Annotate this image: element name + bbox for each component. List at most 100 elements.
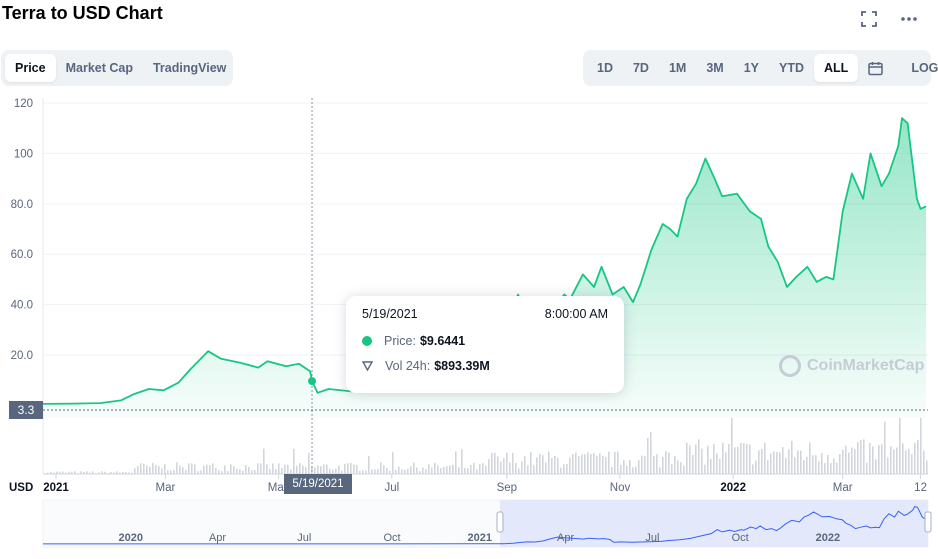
volume-bar [134, 468, 136, 474]
volume-bar [734, 447, 736, 474]
volume-bar [554, 456, 556, 474]
current-price-tag: 3.3 [9, 401, 43, 419]
volume-bar [443, 466, 445, 474]
volume-bar [212, 463, 214, 474]
volume-bar [314, 467, 316, 474]
volume-bar [593, 453, 595, 474]
volume-bar [50, 471, 52, 474]
volume-bar [749, 444, 751, 474]
volume-bar [800, 450, 802, 474]
volume-bar [296, 465, 298, 474]
more-options-icon[interactable] [898, 8, 920, 30]
range-7d[interactable]: 7D [632, 61, 649, 75]
volume-bar [179, 465, 181, 474]
calendar-icon[interactable] [858, 54, 893, 82]
x-tick-label: Nov [610, 482, 631, 494]
volume-bar [581, 454, 583, 474]
volume-bar [725, 452, 727, 474]
volume-bar [377, 469, 379, 474]
volume-bar [434, 462, 436, 474]
volume-bar [689, 445, 691, 474]
volume-bar [158, 466, 160, 474]
volume-bar [869, 442, 871, 474]
volume-bar [86, 471, 88, 474]
tab-market-cap[interactable]: Market Cap [65, 61, 133, 75]
volume-bar [569, 457, 571, 474]
range-1y[interactable]: 1Y [743, 61, 760, 75]
volume-bar [374, 469, 376, 474]
volume-bar [449, 465, 451, 474]
navigator-line [42, 506, 928, 545]
navigator-tick-label: 2020 [118, 532, 142, 544]
volume-bar [251, 470, 253, 474]
volume-bar [221, 471, 223, 474]
volume-bar [740, 442, 742, 474]
volume-bar [458, 467, 460, 474]
volume-bar [758, 450, 760, 474]
volume-bar [494, 453, 496, 474]
volume-bar [659, 467, 661, 474]
volume-bar [920, 418, 922, 474]
fullscreen-icon[interactable] [858, 8, 880, 30]
hover-point-marker [308, 377, 317, 386]
volume-bar [164, 464, 166, 474]
volume-bar [692, 454, 694, 474]
volume-bar [299, 463, 301, 474]
volume-bar [575, 452, 577, 474]
volume-bar [728, 443, 730, 474]
tab-tradingview[interactable]: TradingView [152, 61, 227, 75]
volume-bar [896, 447, 898, 474]
tab-price[interactable]: Price [5, 54, 56, 82]
volume-bar [743, 443, 745, 474]
log-scale-toggle[interactable]: LOG [911, 61, 938, 75]
volume-bar [125, 472, 127, 474]
range-1d[interactable]: 1D [597, 61, 613, 75]
volume-bar [626, 465, 628, 474]
volume-bar [731, 418, 733, 474]
x-tick-label: 2021 [43, 482, 69, 494]
range-1m[interactable]: 1M [668, 61, 687, 75]
tooltip-price-label: Price: [384, 334, 416, 348]
volume-bar [653, 455, 655, 474]
volume-bar [122, 471, 124, 474]
volume-bar [284, 464, 286, 474]
navigator-tick-label: Jul [297, 532, 311, 544]
volume-bar [791, 440, 793, 474]
volume-bar [533, 465, 535, 474]
volume-bar [794, 457, 796, 474]
volume-bar [839, 454, 841, 474]
volume-bar [326, 464, 328, 474]
volume-bar [833, 458, 835, 474]
volume-bar [602, 455, 604, 474]
volume-bar [194, 464, 196, 474]
volume-bar [62, 471, 64, 474]
volume-bar [419, 471, 421, 474]
volume-bar [185, 469, 187, 474]
range-ytd[interactable]: YTD [779, 61, 805, 75]
volume-bar [101, 471, 103, 474]
volume-bar [383, 465, 385, 474]
volume-bar [863, 439, 865, 474]
volume-bar [923, 450, 925, 474]
volume-bar [116, 471, 118, 474]
volume-bar [107, 473, 109, 474]
volume-bar [911, 453, 913, 474]
volume-bar [542, 455, 544, 474]
volume-bar [710, 459, 712, 474]
volume-bar [230, 464, 232, 474]
volume-bar [203, 465, 205, 474]
volume-bar [551, 458, 553, 474]
volume-bar [389, 470, 391, 474]
range-all[interactable]: ALL [814, 54, 859, 82]
volume-bar [392, 452, 394, 474]
volume-bar [137, 465, 139, 474]
volume-bar [467, 468, 469, 474]
price-area-fill [43, 118, 927, 418]
volume-bar [608, 451, 610, 474]
volume-bar [413, 462, 415, 474]
range-3m[interactable]: 3M [706, 61, 724, 75]
x-tick-label: Mar [156, 482, 176, 494]
volume-bar [485, 465, 487, 474]
volume-bar [386, 467, 388, 474]
